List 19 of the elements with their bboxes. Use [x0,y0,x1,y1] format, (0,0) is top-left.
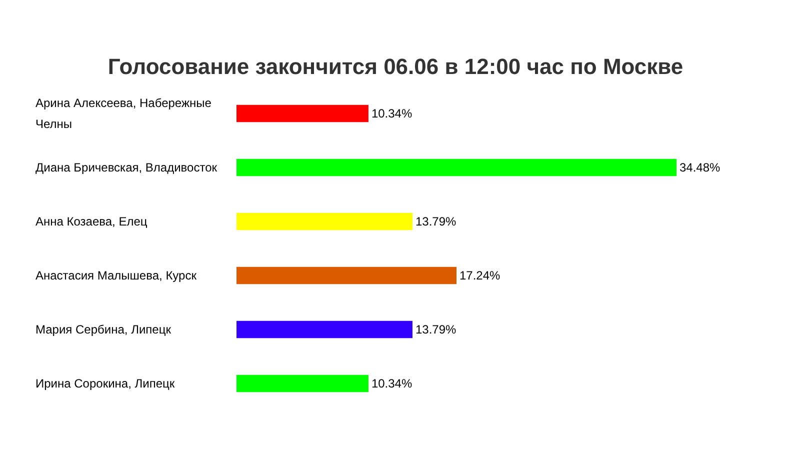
data-label: 13.79% [415,322,457,336]
data-label: 17.24% [460,268,501,282]
y-tick-label: Анна Козаева, Елец [36,214,148,228]
chart-title: Голосование закончится 06.06 в 12:00 час по Москве [108,54,684,79]
data-label: 13.79% [415,214,457,228]
bar [236,374,368,392]
data-label: 34.48% [680,160,721,174]
bar [236,320,412,338]
y-tick-label: Анастасия Малышева, Курск [36,268,198,282]
data-label: 10.34% [371,106,412,120]
y-tick-label: Мария Сербина, Липецк [36,322,172,336]
y-tick-label: Арина Алексеева, Набережные Челны [36,96,212,131]
bar [236,212,412,230]
bar [236,266,456,284]
y-tick-label: Ирина Сорокина, Липецк [36,376,176,390]
bar [236,158,676,176]
data-label: 10.34% [371,376,412,390]
y-tick-label: Диана Бричевская, Владивосток [36,160,218,174]
bar [236,104,368,122]
